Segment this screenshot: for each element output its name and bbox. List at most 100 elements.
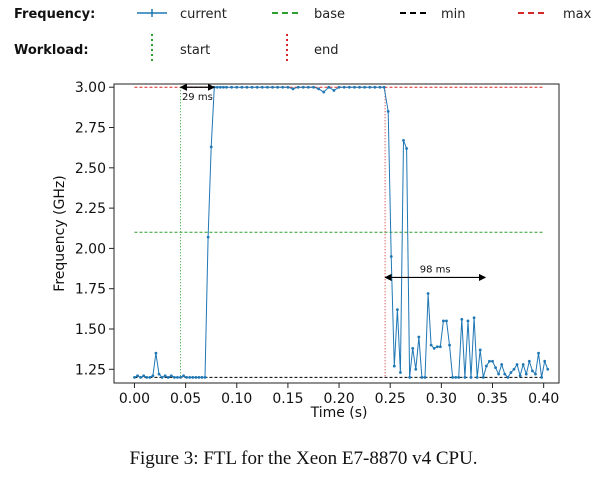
legend-max-label: max xyxy=(563,7,592,22)
data-point xyxy=(296,85,300,89)
data-point xyxy=(414,367,418,371)
data-point xyxy=(484,364,488,368)
data-point xyxy=(151,374,155,378)
data-point xyxy=(260,85,264,89)
data-point xyxy=(438,345,442,349)
data-point xyxy=(497,372,501,376)
data-point xyxy=(506,375,510,379)
data-point xyxy=(240,85,244,89)
data-point xyxy=(255,85,259,89)
data-point xyxy=(442,319,445,323)
data-point xyxy=(373,85,377,89)
data-point xyxy=(411,346,415,350)
legend-item-end: end xyxy=(286,34,339,64)
data-point xyxy=(426,292,430,295)
data-point xyxy=(154,351,158,355)
data-point xyxy=(363,85,367,89)
data-point xyxy=(395,308,399,312)
data-point xyxy=(176,375,179,379)
data-point xyxy=(512,367,516,371)
data-point xyxy=(322,90,326,94)
data-point xyxy=(200,375,204,379)
y-tick-label: 1.75 xyxy=(75,282,106,298)
data-point xyxy=(515,363,519,366)
data-point xyxy=(382,85,386,89)
data-point xyxy=(460,317,464,321)
data-point xyxy=(463,375,467,379)
x-tick-label: 0.35 xyxy=(477,391,508,407)
data-point xyxy=(209,145,213,149)
data-point xyxy=(481,375,485,379)
data-point xyxy=(494,366,497,370)
data-point xyxy=(218,85,222,89)
legend-current-label: current xyxy=(180,7,227,22)
data-point xyxy=(392,364,396,368)
y-axis-label: Frequency (GHz) xyxy=(52,175,68,291)
data-point xyxy=(500,363,504,366)
data-point xyxy=(179,375,182,379)
data-point xyxy=(454,375,458,379)
data-point xyxy=(139,375,142,379)
reference-lines xyxy=(134,86,544,378)
data-point xyxy=(469,375,473,379)
x-tick-label: 0.30 xyxy=(426,391,457,407)
data-point xyxy=(540,375,544,379)
data-point xyxy=(491,359,494,363)
x-tick-label: 0.25 xyxy=(375,391,406,407)
y-tick-label: 1.50 xyxy=(75,322,106,338)
legend-frequency-title: Frequency: xyxy=(14,7,95,22)
data-point xyxy=(546,367,550,371)
data-point xyxy=(250,85,254,89)
data-point xyxy=(317,87,320,91)
y-axis-ticks: 1.25 1.50 1.75 2.00 2.25 2.50 2.75 3.00 xyxy=(75,80,114,378)
data-point xyxy=(306,85,310,89)
data-point xyxy=(534,372,537,376)
data-point xyxy=(342,85,346,89)
x-tick-label: 0.15 xyxy=(272,391,303,407)
y-tick-label: 3.00 xyxy=(75,80,106,96)
data-point xyxy=(537,351,540,355)
y-tick-label: 2.00 xyxy=(75,241,106,257)
data-point xyxy=(423,375,427,379)
data-point xyxy=(163,374,167,378)
data-point xyxy=(271,85,274,89)
data-point xyxy=(451,375,455,379)
data-point xyxy=(531,369,534,373)
data-point xyxy=(527,359,531,363)
data-point xyxy=(524,372,528,376)
legend-item-base: base xyxy=(272,7,345,22)
data-point xyxy=(429,343,433,347)
data-point xyxy=(276,85,280,89)
plot-frame xyxy=(113,83,560,384)
x-axis-ticks: 0.00 0.05 0.10 0.15 0.20 0.25 0.30 0.35 0.40 xyxy=(119,383,559,407)
legend-item-start: start xyxy=(151,34,210,64)
data-point xyxy=(405,147,408,150)
data-point xyxy=(478,348,482,352)
data-point xyxy=(222,85,225,89)
data-point xyxy=(358,85,361,89)
data-point xyxy=(448,343,451,347)
x-tick-label: 0.20 xyxy=(323,391,354,407)
data-point xyxy=(466,319,470,323)
data-point xyxy=(206,235,210,239)
data-point xyxy=(518,374,522,378)
data-point xyxy=(191,375,195,379)
data-point xyxy=(488,359,491,363)
data-point xyxy=(432,346,436,350)
data-point xyxy=(327,85,331,89)
data-point xyxy=(475,375,479,379)
data-point xyxy=(408,375,412,379)
legend-base-label: base xyxy=(314,7,345,22)
data-point xyxy=(281,85,285,89)
data-point xyxy=(266,85,269,89)
data-point xyxy=(245,85,249,89)
legend-item-current: current xyxy=(137,7,227,22)
data-point xyxy=(312,85,315,89)
data-point xyxy=(203,375,207,379)
figure: Frequency: Workload: current base min ma… xyxy=(14,7,592,421)
annotation-label: 98 ms xyxy=(420,264,451,275)
data-point xyxy=(368,85,372,89)
data-point xyxy=(225,85,228,89)
data-point xyxy=(503,372,507,376)
x-axis-label: Time (s) xyxy=(310,405,368,421)
